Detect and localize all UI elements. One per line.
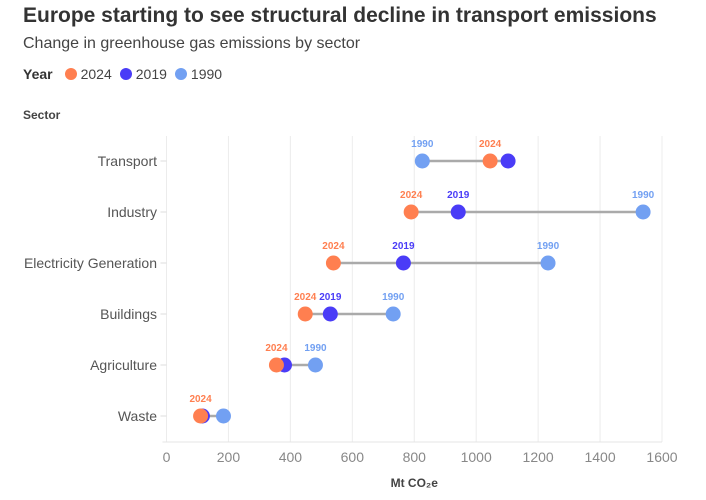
x-tick-label: 1200 <box>523 449 554 465</box>
y-axis-title: Sector <box>23 108 61 122</box>
point-2024 <box>482 153 498 169</box>
x-tick-label: 1000 <box>461 449 492 465</box>
point-1990 <box>307 357 323 373</box>
data-label-2024: 2024 <box>479 139 502 150</box>
point-2024 <box>193 408 209 424</box>
x-tick-label: 400 <box>279 449 303 465</box>
data-label-2019: 2019 <box>447 190 470 201</box>
legend-label-2024: 2024 <box>80 66 112 82</box>
x-tick-label: 600 <box>341 449 365 465</box>
point-1990 <box>540 255 556 271</box>
category-label: Agriculture <box>90 357 157 373</box>
category-label: Electricity Generation <box>24 255 157 271</box>
data-label-1990: 1990 <box>382 292 405 303</box>
point-1990 <box>385 306 401 322</box>
point-1990 <box>215 408 231 424</box>
point-2024 <box>403 204 419 220</box>
point-2019 <box>322 306 338 322</box>
point-2019 <box>450 204 466 220</box>
legend-swatch-2019 <box>119 68 132 80</box>
x-tick-label: 0 <box>163 449 171 465</box>
legend-title: Year <box>23 66 53 82</box>
data-label-1990: 1990 <box>411 139 434 150</box>
x-axis-title: Mt CO₂e <box>391 476 439 490</box>
data-label-1990: 1990 <box>632 190 655 201</box>
legend-label-2019: 2019 <box>135 66 167 82</box>
data-label-1990: 1990 <box>304 343 327 354</box>
legend-swatch-1990 <box>174 68 187 80</box>
legend-swatch-2024 <box>64 68 77 80</box>
chart-subtitle: Change in greenhouse gas emissions by se… <box>23 35 361 52</box>
data-label-2024: 2024 <box>189 394 212 405</box>
data-label-2024: 2024 <box>294 292 317 303</box>
point-1990 <box>635 204 651 220</box>
point-2019 <box>500 153 516 169</box>
x-tick-label: 200 <box>217 449 241 465</box>
data-label-2024: 2024 <box>265 343 288 354</box>
data-label-2019: 2019 <box>319 292 342 303</box>
x-tick-label: 800 <box>403 449 427 465</box>
point-2019 <box>395 255 411 271</box>
point-2024 <box>268 357 284 373</box>
category-label: Transport <box>98 153 158 169</box>
chart-title: Europe starting to see structural declin… <box>23 4 657 27</box>
legend: Year 2024 2019 1990 <box>23 66 222 82</box>
point-1990 <box>414 153 430 169</box>
data-label-2024: 2024 <box>322 241 345 252</box>
category-label: Buildings <box>100 306 157 322</box>
data-label-1990: 1990 <box>537 241 560 252</box>
data-label-2024: 2024 <box>400 190 423 201</box>
x-tick-label: 1400 <box>584 449 615 465</box>
category-label: Waste <box>118 408 157 424</box>
category-label: Industry <box>107 204 157 220</box>
x-tick-label: 1600 <box>646 449 677 465</box>
data-label-2019: 2019 <box>392 241 415 252</box>
point-2024 <box>297 306 313 322</box>
legend-label-1990: 1990 <box>190 66 223 82</box>
point-2024 <box>325 255 341 271</box>
